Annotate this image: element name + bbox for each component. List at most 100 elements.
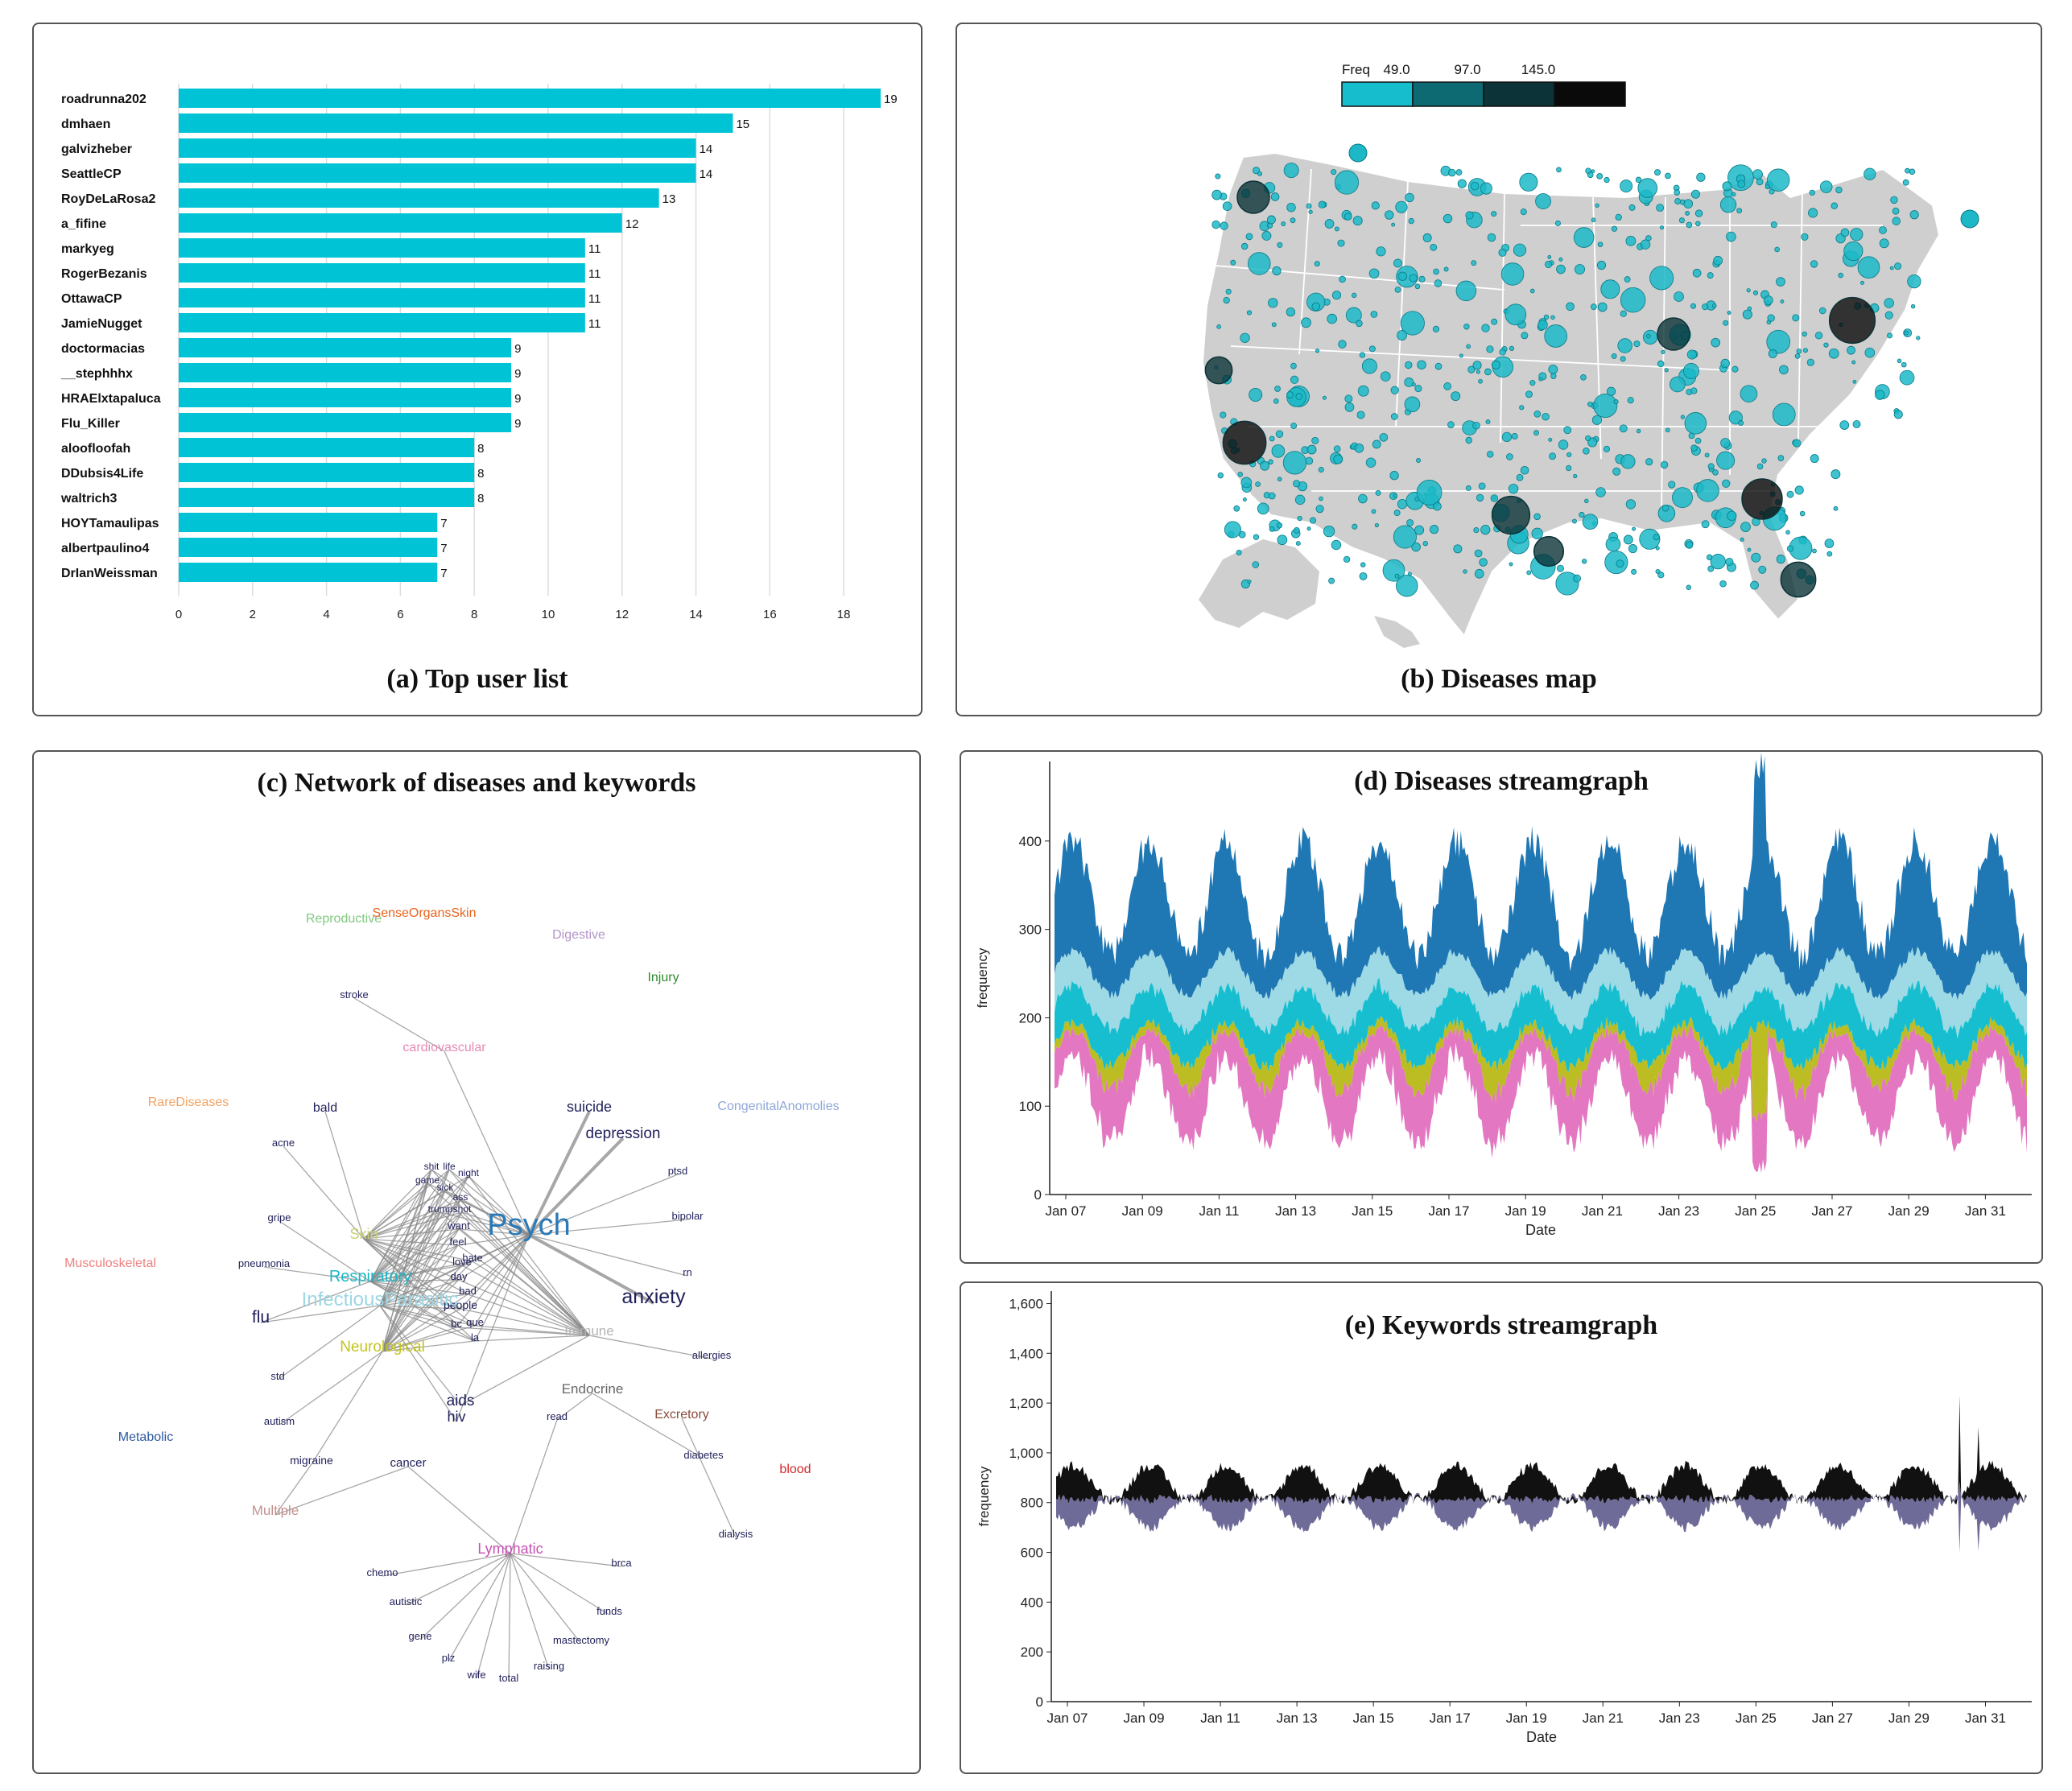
city-dot[interactable] <box>1391 222 1396 227</box>
city-dot[interactable] <box>1909 168 1916 175</box>
city-dot[interactable] <box>1616 559 1624 568</box>
city-dot[interactable] <box>1549 452 1557 460</box>
user-bar[interactable] <box>179 313 585 332</box>
city-dot[interactable] <box>1814 332 1823 340</box>
city-dot[interactable] <box>1375 489 1381 496</box>
keyword-node[interactable]: gripe <box>268 1211 291 1224</box>
city-dot[interactable] <box>1685 541 1694 549</box>
city-dot[interactable] <box>1774 246 1780 253</box>
city-dot[interactable] <box>1661 504 1670 512</box>
city-dot[interactable] <box>1453 544 1463 554</box>
city-dot[interactable] <box>1266 215 1276 225</box>
hotspot-circle[interactable] <box>1236 180 1270 214</box>
city-dot[interactable] <box>1566 452 1572 458</box>
city-dot[interactable] <box>1620 180 1633 193</box>
city-dot[interactable] <box>1889 266 1894 270</box>
city-dot[interactable] <box>1274 386 1281 392</box>
city-dot[interactable] <box>1731 365 1739 373</box>
city-dot[interactable] <box>1597 302 1608 312</box>
city-dot[interactable] <box>1694 209 1703 217</box>
city-dot[interactable] <box>1766 168 1790 192</box>
city-dot[interactable] <box>1337 239 1345 247</box>
city-dot[interactable] <box>1255 481 1261 487</box>
city-dot[interactable] <box>1368 268 1380 279</box>
keyword-node[interactable]: bad <box>459 1285 477 1297</box>
city-dot[interactable] <box>1484 368 1492 376</box>
city-dot[interactable] <box>1767 314 1775 322</box>
city-dot[interactable] <box>1864 347 1876 358</box>
city-dot[interactable] <box>1756 463 1764 470</box>
city-dot[interactable] <box>1852 420 1861 428</box>
city-dot[interactable] <box>1459 353 1463 358</box>
city-dot[interactable] <box>1637 178 1658 198</box>
city-dot[interactable] <box>1595 487 1606 497</box>
city-dot[interactable] <box>1272 266 1282 276</box>
stream-layer-respiratory[interactable] <box>1055 977 2027 1073</box>
city-dot[interactable] <box>1624 276 1631 283</box>
city-dot[interactable] <box>1636 428 1641 434</box>
city-dot[interactable] <box>1322 395 1327 400</box>
city-dot[interactable] <box>1723 320 1729 326</box>
keyword-node[interactable]: autism <box>264 1415 295 1427</box>
city-dot[interactable] <box>1331 539 1342 551</box>
city-dot[interactable] <box>1879 226 1887 234</box>
city-dot[interactable] <box>1707 272 1714 279</box>
city-dot[interactable] <box>1245 233 1253 241</box>
city-dot[interactable] <box>1736 208 1743 214</box>
city-dot[interactable] <box>1393 510 1401 517</box>
disease-category-node[interactable]: InfectiousParasitic <box>302 1289 459 1310</box>
city-dot[interactable] <box>1573 574 1582 583</box>
city-dot[interactable] <box>1702 303 1709 311</box>
city-dot[interactable] <box>1852 379 1857 384</box>
city-dot[interactable] <box>1443 213 1453 224</box>
city-dot[interactable] <box>1620 454 1636 469</box>
keyword-node[interactable]: rn <box>683 1266 692 1278</box>
disease-category-node[interactable]: Metabolic <box>118 1430 173 1444</box>
city-dot[interactable] <box>1746 288 1751 293</box>
city-dot[interactable] <box>1344 394 1353 403</box>
user-bar[interactable] <box>179 113 733 133</box>
city-dot[interactable] <box>1833 506 1839 511</box>
user-bar[interactable] <box>179 188 659 208</box>
city-dot[interactable] <box>1768 349 1777 358</box>
city-dot[interactable] <box>1395 200 1408 213</box>
city-dot[interactable] <box>1252 561 1260 568</box>
city-dot[interactable] <box>1535 193 1551 209</box>
keyword-node[interactable]: shit <box>424 1161 440 1172</box>
disease-category-node[interactable]: Excretory <box>654 1408 709 1422</box>
disease-category-node[interactable]: Reproductive <box>306 912 382 926</box>
city-dot[interactable] <box>1794 485 1804 495</box>
city-dot[interactable] <box>1542 412 1550 421</box>
city-dot[interactable] <box>1558 439 1569 450</box>
keyword-node[interactable]: ass <box>453 1191 468 1203</box>
disease-category-node[interactable]: Digestive <box>552 928 605 942</box>
city-dot[interactable] <box>1605 536 1621 552</box>
city-dot[interactable] <box>1343 555 1351 563</box>
city-dot[interactable] <box>1628 544 1637 554</box>
city-dot[interactable] <box>1352 523 1358 530</box>
city-dot[interactable] <box>1333 445 1341 453</box>
city-dot[interactable] <box>1260 460 1270 471</box>
city-dot[interactable] <box>1290 362 1297 369</box>
city-dot[interactable] <box>1731 192 1736 197</box>
city-dot[interactable] <box>1273 398 1279 404</box>
city-dot[interactable] <box>1686 221 1693 229</box>
city-dot[interactable] <box>1217 472 1224 479</box>
city-dot[interactable] <box>1360 562 1366 567</box>
city-dot[interactable] <box>1713 255 1723 266</box>
city-dot[interactable] <box>1910 303 1916 309</box>
city-dot[interactable] <box>1751 552 1761 563</box>
city-dot[interactable] <box>1750 580 1759 590</box>
city-dot[interactable] <box>1393 493 1397 498</box>
city-dot[interactable] <box>1357 385 1369 397</box>
city-dot[interactable] <box>1269 526 1275 532</box>
city-dot[interactable] <box>1664 368 1669 373</box>
city-dot[interactable] <box>1318 467 1324 473</box>
city-dot[interactable] <box>1465 436 1472 444</box>
city-dot[interactable] <box>1348 143 1368 163</box>
city-dot[interactable] <box>1286 391 1294 398</box>
city-dot[interactable] <box>1793 439 1802 448</box>
city-dot[interactable] <box>1491 318 1498 325</box>
city-dot[interactable] <box>1537 320 1548 330</box>
city-dot[interactable] <box>1770 221 1777 229</box>
